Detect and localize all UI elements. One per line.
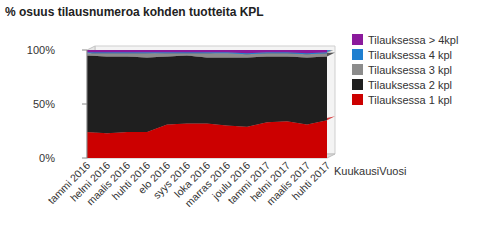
legend-swatch — [352, 49, 363, 60]
area-series — [87, 52, 327, 54]
legend-label: Tilauksessa 4 kpl — [368, 49, 452, 61]
legend-swatch — [352, 64, 363, 75]
area-series — [87, 55, 327, 133]
chart: % osuus tilausnumeroa kohden tuotteita K… — [0, 0, 495, 228]
x-axis-title: KuukausiVuosi — [334, 165, 406, 177]
legend-swatch — [352, 34, 363, 45]
legend-label: Tilauksessa > 4kpl — [368, 34, 458, 46]
y-tick-label: 0% — [39, 152, 55, 164]
y-tick-label: 50% — [33, 98, 55, 110]
legend-label: Tilauksessa 3 kpl — [368, 64, 452, 76]
y-tick — [82, 104, 87, 105]
y-tick — [82, 50, 87, 51]
y-tick-label: 100% — [27, 44, 55, 56]
legend-label: Tilauksessa 2 kpl — [368, 79, 452, 91]
legend-swatch — [352, 94, 363, 105]
area-series — [87, 53, 327, 57]
title: % osuus tilausnumeroa kohden tuotteita K… — [5, 5, 264, 19]
y-tick — [82, 158, 87, 159]
legend-label: Tilauksessa 1 kpl — [368, 94, 452, 106]
legend-swatch — [352, 79, 363, 90]
x-tick-label: huhti 2017 — [289, 159, 332, 202]
area-series — [87, 50, 327, 53]
plot-area — [87, 50, 335, 158]
